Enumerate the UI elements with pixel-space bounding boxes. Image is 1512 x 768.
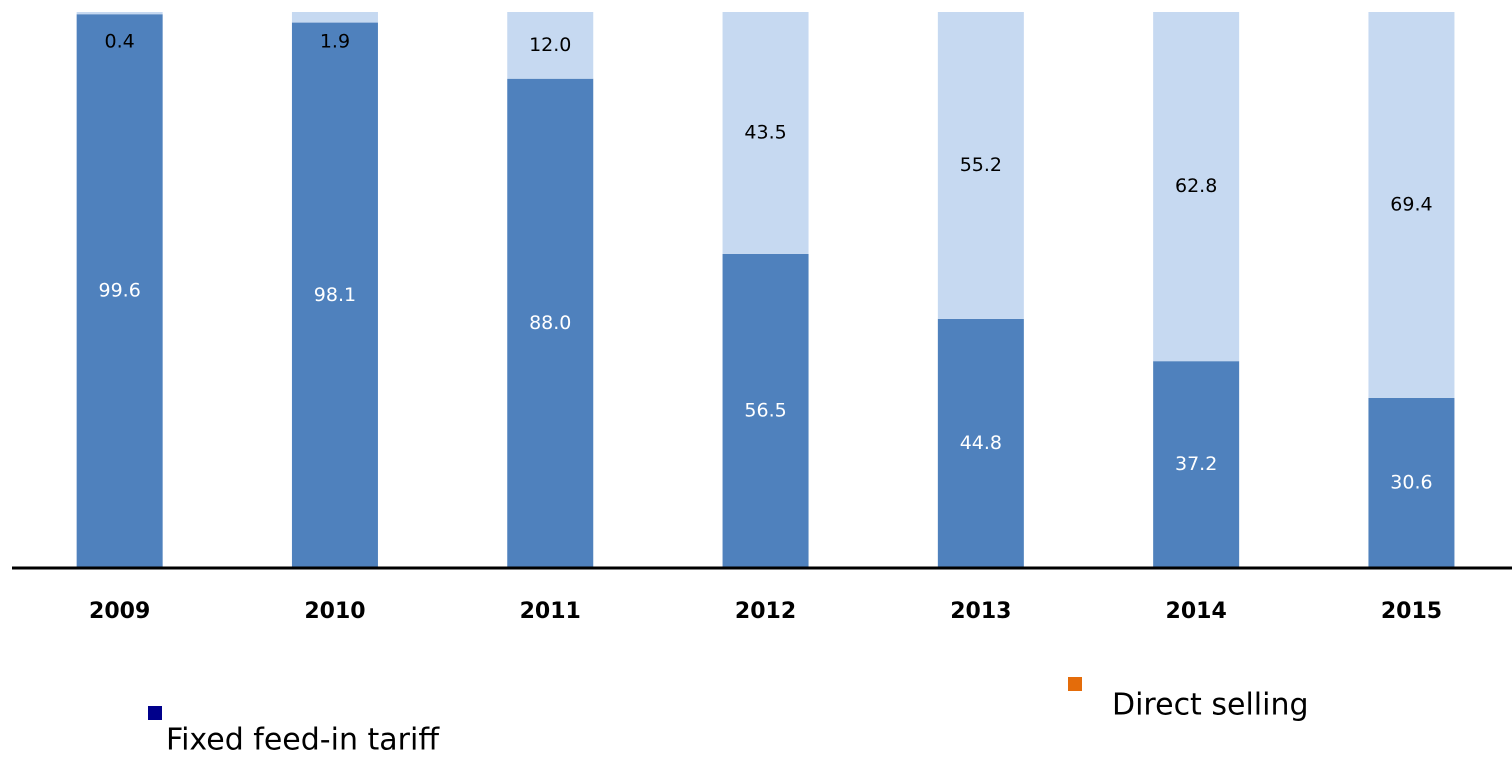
x-tick-label: 2014 [1166, 599, 1227, 624]
legend-swatch [1068, 677, 1082, 691]
bar-segment [937, 318, 1024, 568]
bar-segment [722, 253, 809, 569]
bar-segment [937, 12, 1024, 319]
value-label: 30.6 [1390, 471, 1432, 493]
x-tick-label: 2012 [735, 599, 796, 624]
value-label: 99.6 [98, 280, 140, 302]
value-label: 12.0 [529, 34, 571, 56]
value-label: 56.5 [744, 399, 786, 421]
bar-segment [722, 12, 809, 254]
bar-segment [507, 12, 594, 79]
value-label: 44.8 [960, 432, 1002, 454]
value-label: 0.4 [105, 31, 135, 53]
legend-label: Fixed feed-in tariff [166, 723, 440, 758]
bar-segment [76, 14, 163, 569]
legend-swatch [148, 706, 162, 720]
bar-segment [1368, 397, 1455, 568]
legend-label: Direct selling [1112, 688, 1309, 723]
value-label: 62.8 [1175, 175, 1217, 197]
bar-segment [1153, 12, 1240, 362]
value-label: 37.2 [1175, 453, 1217, 475]
value-label: 55.2 [960, 154, 1002, 176]
bar-segment [76, 12, 163, 15]
value-label: 43.5 [744, 121, 786, 143]
value-label: 88.0 [529, 312, 571, 334]
x-tick-label: 2009 [89, 599, 150, 624]
x-tick-label: 2013 [950, 599, 1011, 624]
bar-segment [1368, 12, 1455, 398]
value-label: 1.9 [320, 31, 350, 53]
bar-segment [507, 78, 594, 568]
bar-segment [291, 22, 378, 568]
x-tick-label: 2010 [304, 599, 365, 624]
x-tick-label: 2015 [1381, 599, 1442, 624]
bar-segment [1153, 361, 1240, 568]
bar-segment [291, 12, 378, 23]
x-tick-label: 2011 [520, 599, 581, 624]
value-label: 69.4 [1390, 193, 1432, 215]
value-label: 98.1 [314, 284, 356, 306]
